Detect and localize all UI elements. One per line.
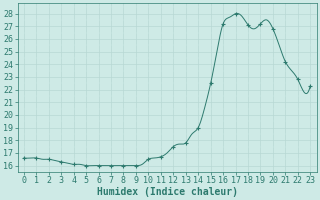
X-axis label: Humidex (Indice chaleur): Humidex (Indice chaleur) [97,186,237,197]
